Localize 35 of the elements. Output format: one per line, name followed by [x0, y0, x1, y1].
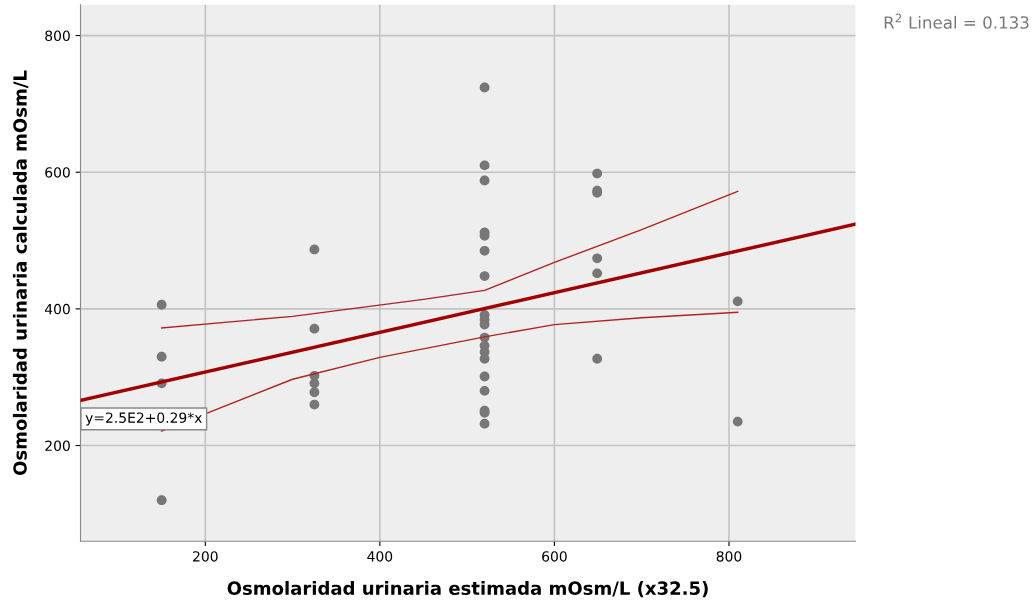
text: R$^{2}$ Lineal = 0.133	[884, 13, 1029, 29]
y-tick-label: 600	[45, 167, 70, 178]
point	[592, 253, 603, 264]
y-axis-title: Osmolaridad urinaria calculada mOsm/L	[12, 70, 29, 476]
point	[592, 353, 603, 364]
x-tick-label: 800	[716, 551, 742, 562]
y-tick-label: 400	[44, 303, 70, 315]
point	[309, 378, 320, 389]
point	[479, 385, 490, 396]
point	[156, 495, 167, 506]
y-tick-label: 800	[45, 30, 70, 42]
point	[309, 399, 320, 410]
point	[479, 160, 490, 171]
point	[732, 296, 743, 307]
point	[479, 175, 490, 186]
point	[309, 387, 320, 398]
point	[156, 299, 167, 310]
point	[479, 371, 490, 382]
x-axis-title: Osmolaridad urinaria estimada mOsm/L (x32.5)	[227, 581, 708, 598]
line-series	[160, 190, 739, 329]
point	[592, 268, 603, 279]
point	[156, 351, 167, 362]
point	[479, 418, 490, 429]
point	[479, 271, 490, 281]
x-tick-label: 200	[193, 551, 218, 562]
point	[479, 82, 490, 93]
y-tick-label: 200	[45, 440, 70, 452]
point	[592, 168, 603, 179]
point	[309, 323, 320, 334]
x-tick-label: 600	[542, 551, 567, 562]
point	[479, 245, 490, 256]
point	[732, 416, 743, 427]
point	[309, 244, 320, 255]
annotation: y=2.5E2+0.29*x	[85, 412, 202, 426]
x-tick-label: 400	[367, 551, 393, 562]
